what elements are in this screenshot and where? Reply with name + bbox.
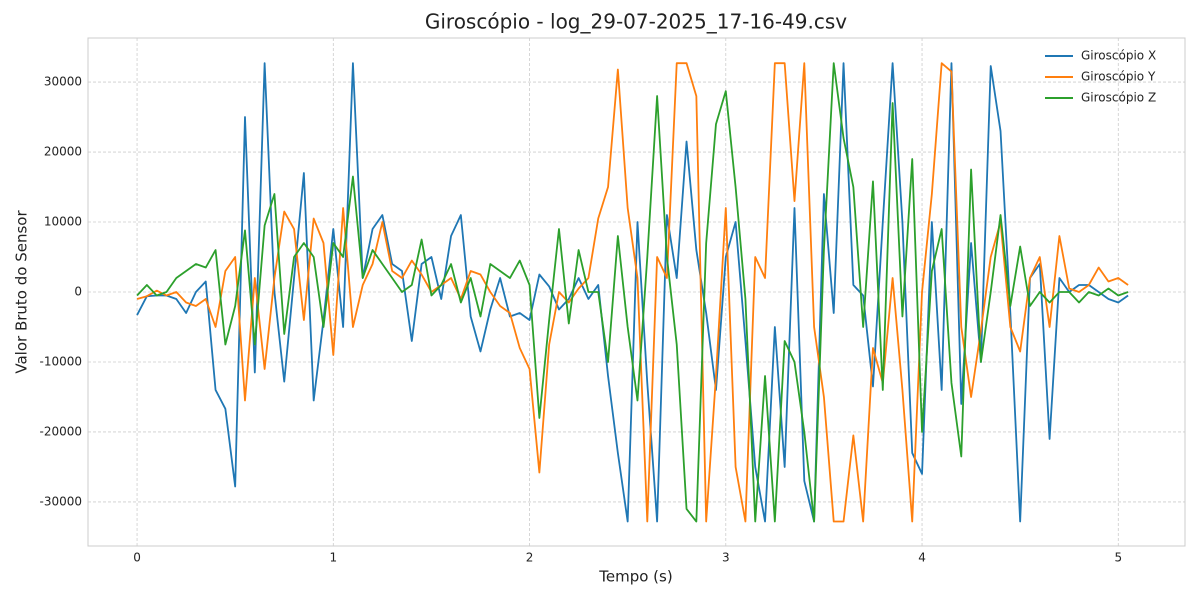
legend-label: Giroscópio Y	[1081, 70, 1156, 84]
y-axis-label: Valor Bruto do Sensor	[13, 210, 31, 374]
y-tick-label: -20000	[39, 424, 82, 438]
data-line	[136, 62, 1129, 523]
x-tick-label: 3	[722, 551, 730, 565]
y-tick-label: -30000	[39, 494, 82, 508]
y-tick-label: 10000	[44, 215, 82, 229]
plot-frame	[87, 37, 1186, 547]
x-axis-label: Tempo (s)	[598, 568, 672, 586]
data-line	[136, 62, 1129, 523]
x-tick-label: 4	[918, 551, 926, 565]
x-tick-label: 2	[526, 551, 534, 565]
chart-title: Giroscópio - log_29-07-2025_17-16-49.csv	[425, 10, 847, 34]
legend-label: Giroscópio X	[1081, 49, 1156, 63]
y-tick-label: 0	[74, 285, 82, 299]
x-tick-label: 0	[133, 551, 141, 565]
x-tick-label: 5	[1114, 551, 1122, 565]
y-tick-label: 30000	[44, 75, 82, 89]
y-tick-label: -10000	[39, 354, 82, 368]
data-line	[136, 62, 1129, 523]
x-tick-label: 1	[329, 551, 337, 565]
legend-label: Giroscópio Z	[1081, 91, 1156, 105]
y-tick-label: 20000	[44, 145, 82, 159]
